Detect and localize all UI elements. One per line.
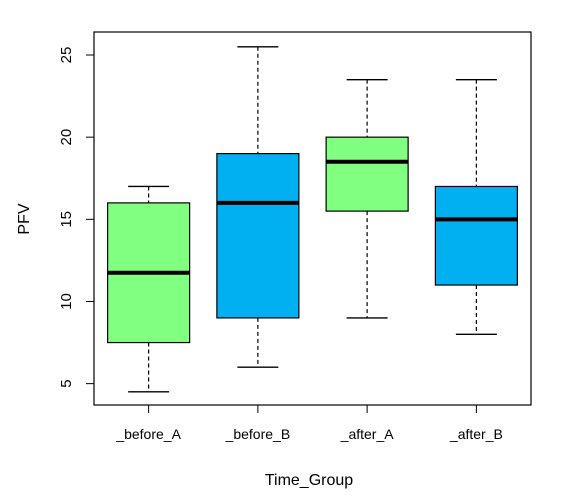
x-axis-title: Time_Group bbox=[265, 472, 353, 489]
iqr-box bbox=[216, 152, 300, 319]
y-tick-label: 25 bbox=[58, 47, 75, 64]
box-after_A bbox=[325, 78, 409, 319]
x-tick-label: _after_A bbox=[340, 426, 395, 442]
y-tick-label: 10 bbox=[58, 293, 75, 310]
y-axis-title: PFV bbox=[16, 203, 33, 234]
x-tick-label: _before_A bbox=[115, 426, 181, 442]
y-tick-label: 20 bbox=[58, 129, 75, 146]
iqr-box bbox=[325, 136, 409, 212]
iqr-box bbox=[434, 185, 518, 286]
axes-layer: 5 10 15 20 25 _before_A _before_B _after_A _afte… bbox=[58, 31, 532, 442]
y-tick-label: 15 bbox=[58, 211, 75, 228]
y-tick-label: 5 bbox=[58, 379, 75, 387]
box-before_B bbox=[216, 46, 300, 368]
x-tick-label: _after_B bbox=[449, 426, 503, 442]
box-layer bbox=[107, 46, 518, 393]
plot-frame bbox=[93, 31, 532, 406]
box-before_A bbox=[107, 185, 191, 393]
x-tick-label: _before_B bbox=[225, 426, 291, 442]
box-after_B bbox=[434, 78, 518, 336]
